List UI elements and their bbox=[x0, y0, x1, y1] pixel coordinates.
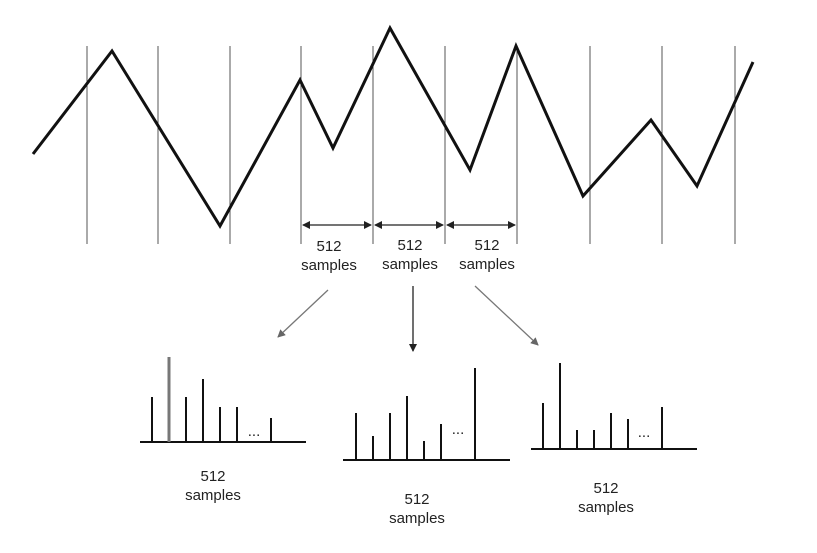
spectrum-ellipsis: ... bbox=[452, 421, 465, 438]
segment-label-unit: samples bbox=[459, 256, 515, 273]
spectrum-1 bbox=[140, 357, 306, 443]
frame-dividers bbox=[86, 46, 736, 244]
spectrum-caption-count: 512 bbox=[593, 480, 619, 497]
spectrum-caption-unit: samples bbox=[578, 499, 634, 516]
segment-label-count: 512 bbox=[474, 237, 500, 254]
spectrum-ellipsis: ... bbox=[638, 424, 651, 441]
spectrum-caption-2: 512 samples bbox=[377, 490, 457, 528]
arrow-to-spectrum-3 bbox=[474, 285, 539, 346]
spectrum-2 bbox=[343, 368, 510, 461]
spectrum-caption-1: 512 samples bbox=[173, 467, 253, 505]
segment-label-unit: samples bbox=[382, 256, 438, 273]
spectrum-caption-3: 512 samples bbox=[566, 479, 646, 517]
spectrum-caption-count: 512 bbox=[404, 491, 430, 508]
spectrum-caption-unit: samples bbox=[185, 487, 241, 504]
arrow-to-spectrum-1 bbox=[277, 289, 329, 338]
segment-label-3: 512 samples bbox=[447, 236, 527, 274]
segment-label-count: 512 bbox=[316, 238, 342, 255]
spectrum-caption-count: 512 bbox=[200, 468, 226, 485]
segment-label-unit: samples bbox=[301, 257, 357, 274]
spectrum-3 bbox=[531, 363, 697, 450]
spectrum-caption-unit: samples bbox=[389, 510, 445, 527]
spectrum-ellipsis: ... bbox=[248, 423, 261, 440]
segment-label-2: 512 samples bbox=[370, 236, 450, 274]
segment-label-1: 512 samples bbox=[289, 237, 369, 275]
signal-waveform bbox=[31, 24, 755, 229]
segment-label-count: 512 bbox=[397, 237, 423, 254]
